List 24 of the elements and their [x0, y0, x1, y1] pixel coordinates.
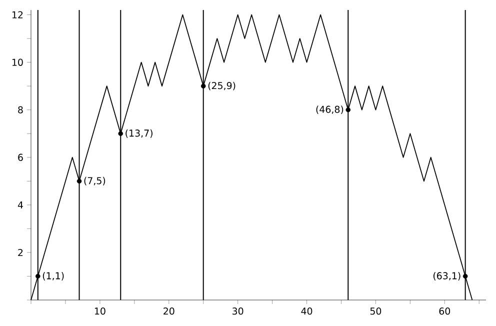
y-tick-label: 4 [18, 201, 23, 208]
point [76, 178, 82, 184]
x-tick-label: 40 [301, 308, 312, 315]
y-tick-label: 12 [12, 11, 23, 18]
annotation: (25,9) [208, 82, 236, 90]
annotation: (63,1) [433, 272, 460, 280]
y-tick-label: 6 [18, 154, 23, 161]
annotation: (7,5) [84, 176, 106, 186]
x-tick-label: 20 [164, 308, 174, 315]
point [346, 107, 351, 112]
point [462, 274, 468, 279]
y-tick-label: 8 [18, 106, 23, 114]
point [118, 131, 124, 136]
y-tick-label: 2 [18, 248, 23, 256]
point [200, 84, 206, 88]
x-tick-label: 50 [370, 308, 382, 315]
annotation: (13,7) [126, 129, 152, 138]
y-tick-label: 10 [12, 58, 23, 66]
annotation: (1,1) [42, 272, 64, 280]
point [36, 274, 40, 279]
x-tick-label: 10 [94, 308, 106, 315]
x-tick-label: 60 [439, 308, 450, 315]
x-tick-label: 30 [232, 308, 244, 315]
annotation: (46,8) [316, 106, 344, 114]
